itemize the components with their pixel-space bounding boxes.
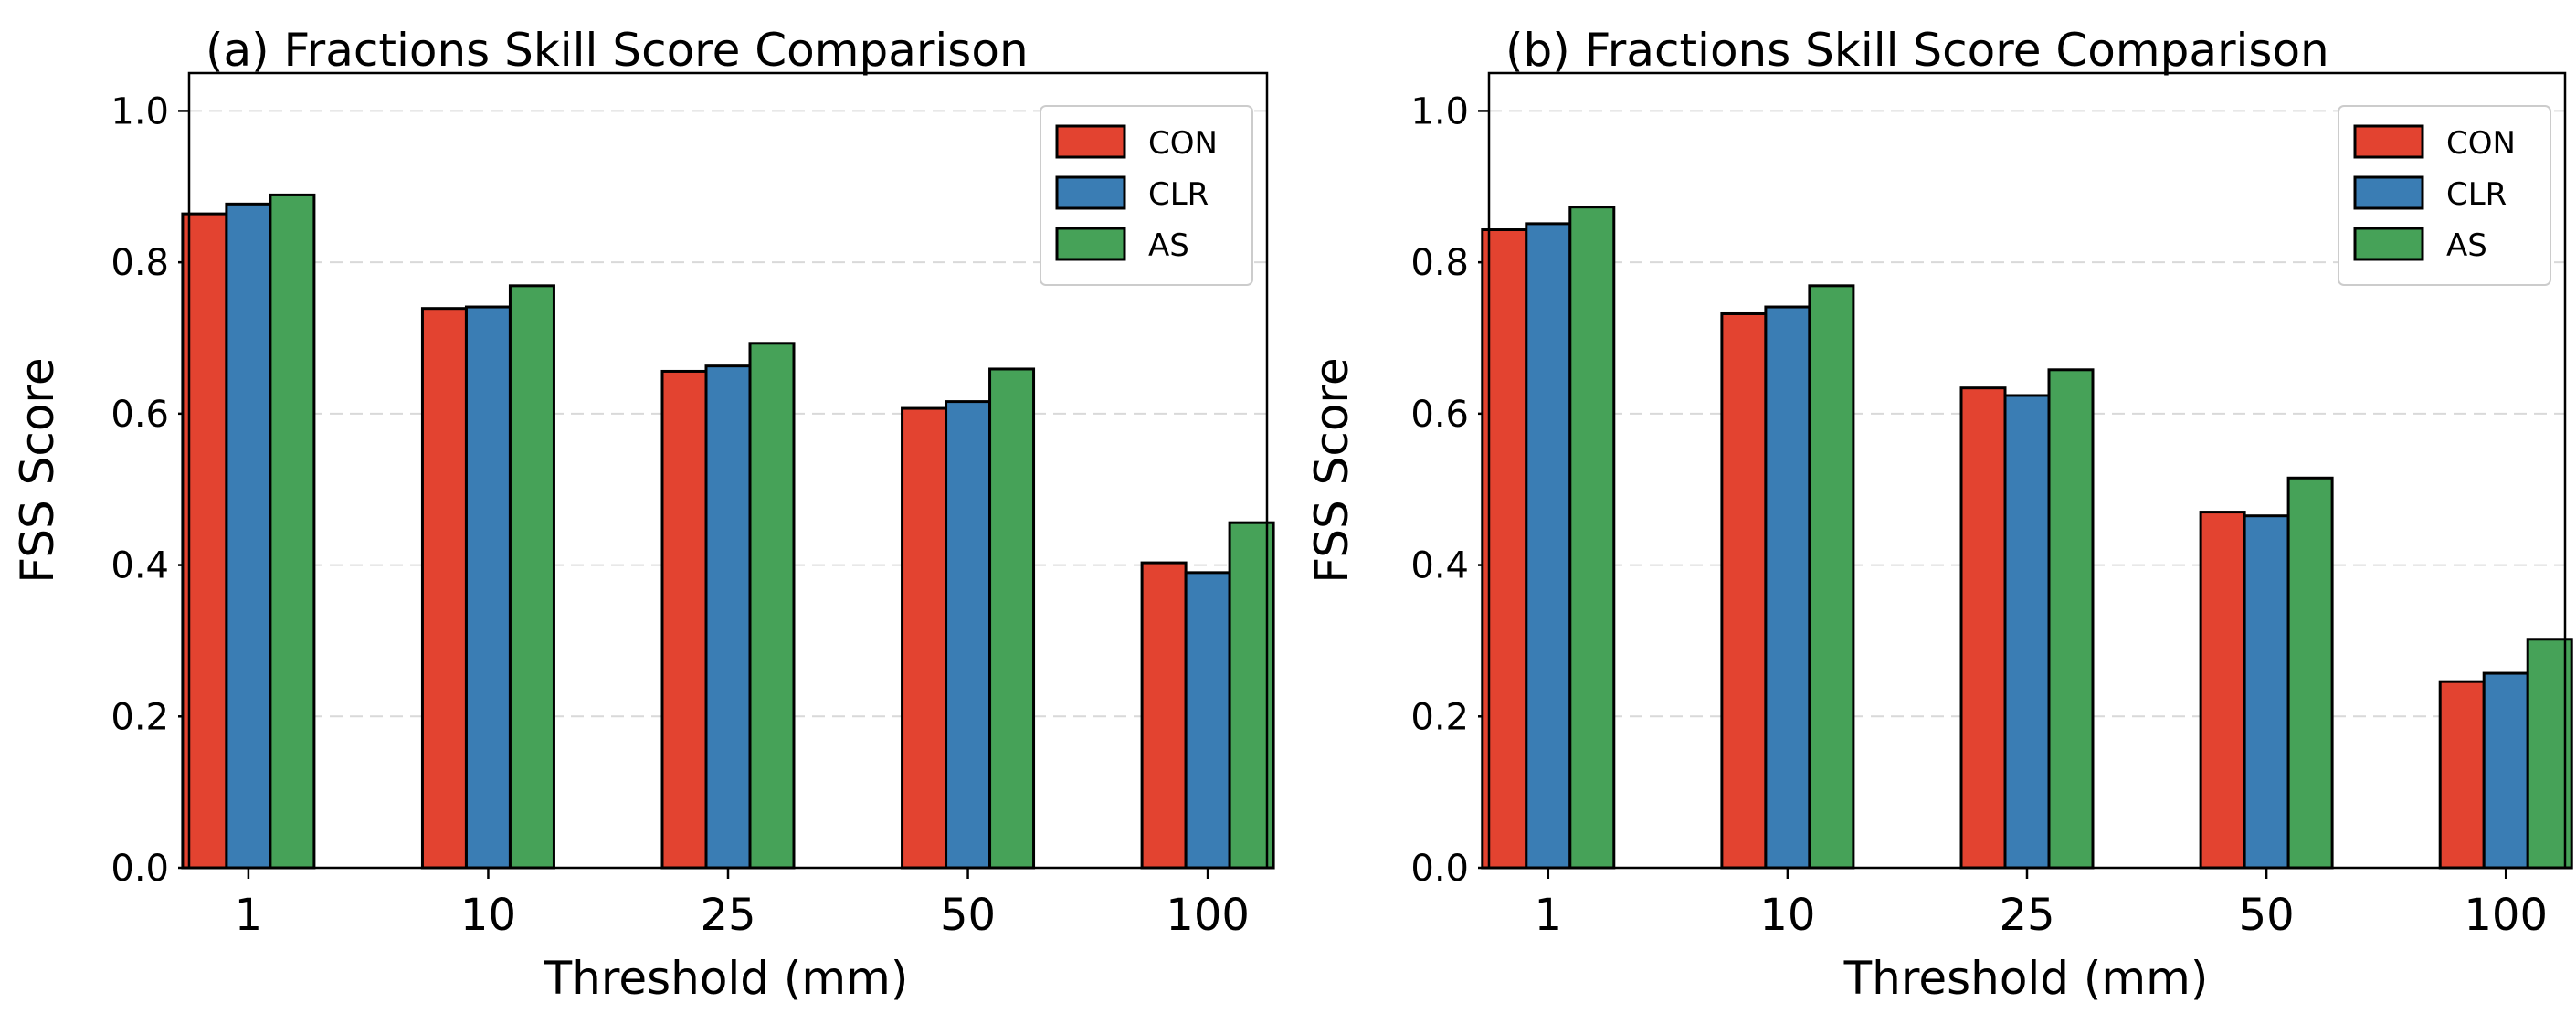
bar-as-25 [2047, 368, 2095, 870]
bar-as-50 [988, 367, 1036, 870]
legend-swatch-con [2353, 124, 2424, 159]
bar-as-10 [508, 284, 555, 870]
bar-con-100 [2438, 680, 2486, 870]
y-tick-label: 0.8 [111, 242, 169, 284]
bar-clr-25 [704, 364, 752, 870]
bar-con-10 [1720, 311, 1768, 870]
bar-clr-1 [225, 202, 272, 870]
bar-con-50 [2199, 511, 2246, 870]
bar-con-25 [660, 369, 708, 870]
y-tick-label: 1.0 [111, 90, 169, 132]
legend-swatch-as [2353, 227, 2424, 261]
y-tick-label: 0.2 [1410, 696, 1469, 738]
x-tick-label: 10 [460, 890, 516, 941]
y-tick-label: 1.0 [1410, 90, 1469, 132]
y-axis-label: FSS Score [11, 357, 64, 583]
legend-label-clr: CLR [1148, 176, 1209, 213]
bar-clr-10 [1764, 305, 1811, 870]
y-tick-label: 0.8 [1410, 242, 1469, 284]
bar-clr-10 [464, 305, 512, 870]
legend: CON CLR AS [1040, 105, 1253, 286]
y-axis-label: FSS Score [1305, 357, 1358, 583]
legend-swatch-clr [1055, 175, 1126, 210]
legend-swatch-clr [2353, 175, 2424, 210]
bar-clr-25 [2003, 394, 2051, 870]
y-tick-label: 0.4 [111, 545, 169, 587]
bar-as-50 [2286, 476, 2334, 870]
bar-as-25 [748, 342, 796, 870]
legend-label-con: CON [2446, 125, 2516, 162]
legend-swatch-as [1055, 227, 1126, 261]
bar-clr-1 [1525, 222, 1572, 870]
chart-panel-a: 0.0 0.2 0.4 0.6 0.8 1.0 1 10 25 50 100 (a) Fraction… [11, 24, 1275, 1005]
plot-frame [187, 71, 1269, 870]
x-tick-label: 1 [235, 890, 263, 941]
y-tick-label: 0.6 [111, 394, 169, 436]
legend-swatch-con [1055, 124, 1126, 159]
bar-as-1 [1568, 206, 1616, 870]
y-tick-label: 0.4 [1410, 545, 1469, 587]
bar-clr-100 [1184, 571, 1231, 870]
legend-label-clr: CLR [2446, 176, 2507, 213]
y-tick-label: 0.2 [111, 696, 169, 738]
x-tick-label: 1 [1535, 890, 1563, 941]
x-axis-label: Threshold (mm) [1843, 952, 2209, 1005]
chart-panel-b: 0.0 0.2 0.4 0.6 0.8 1.0 1 10 25 50 100 (b) Fraction… [1305, 24, 2573, 1005]
legend-label-as: AS [2446, 227, 2487, 264]
bar-con-100 [1140, 561, 1188, 870]
x-tick-label: 100 [1166, 890, 1250, 941]
bar-clr-50 [945, 400, 992, 870]
x-axis-label: Threshold (mm) [544, 952, 909, 1005]
bar-as-1 [269, 193, 316, 870]
x-tick-label: 25 [1999, 890, 2054, 941]
y-tick-label: 0.6 [1410, 394, 1469, 436]
chart-title: (a) Fractions Skill Score Comparison [206, 24, 1029, 77]
x-tick-label: 10 [1759, 890, 1815, 941]
bar-as-10 [1808, 284, 1855, 870]
bar-con-25 [1959, 386, 2007, 870]
bar-clr-100 [2482, 671, 2529, 870]
bar-con-50 [901, 406, 948, 870]
y-tick-label: 0.0 [111, 848, 169, 890]
bar-clr-50 [2243, 514, 2290, 870]
x-tick-label: 50 [940, 890, 996, 941]
legend: CON CLR AS [2338, 105, 2551, 286]
y-tick-label: 0.0 [1410, 848, 1469, 890]
plot-frame [1487, 71, 2567, 870]
x-tick-label: 25 [700, 890, 755, 941]
legend-label-con: CON [1148, 125, 1218, 162]
x-tick-label: 100 [2464, 890, 2548, 941]
legend-label-as: AS [1148, 227, 1189, 264]
chart-title: (b) Fractions Skill Score Comparison [1505, 24, 2329, 77]
x-tick-label: 50 [2239, 890, 2295, 941]
bar-con-10 [420, 307, 468, 870]
